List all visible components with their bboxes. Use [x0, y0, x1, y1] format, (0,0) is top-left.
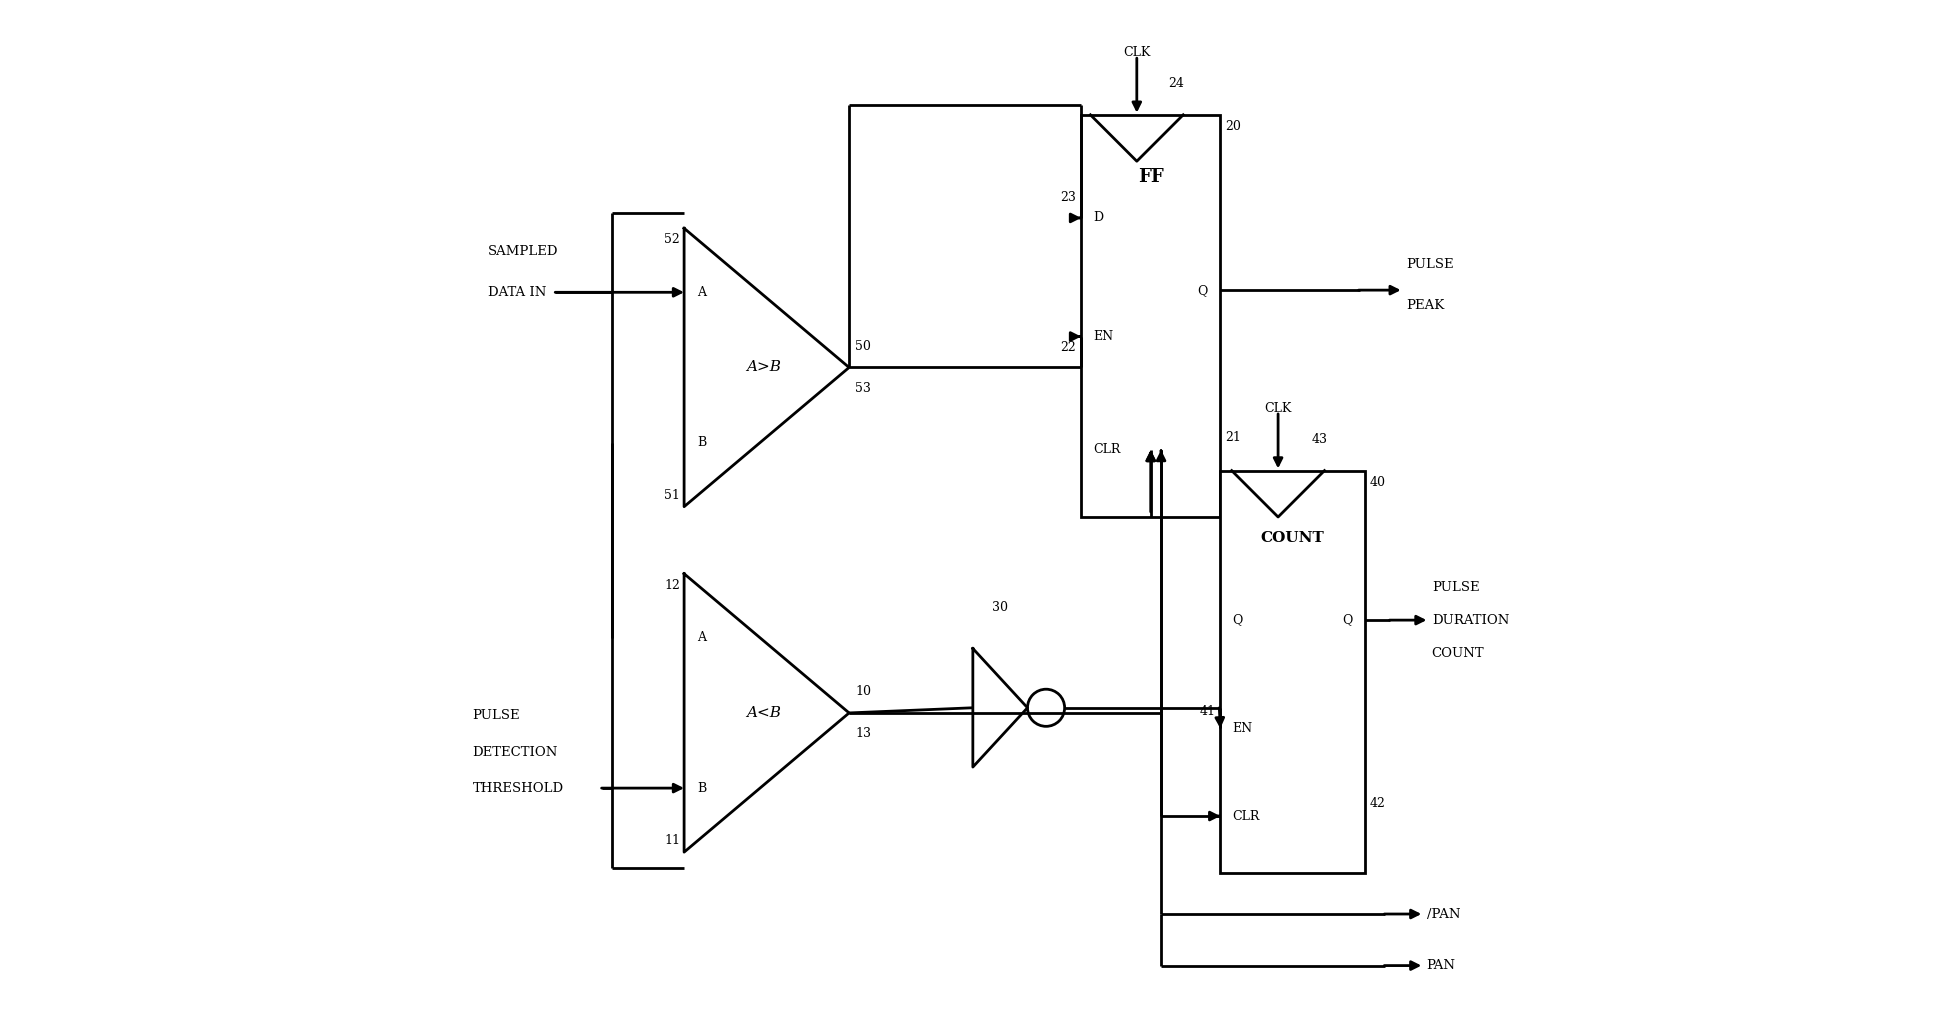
Text: PULSE: PULSE	[1406, 257, 1453, 271]
Text: FF: FF	[1138, 168, 1163, 186]
Text: 13: 13	[854, 727, 870, 740]
Text: 51: 51	[665, 488, 680, 501]
Text: 20: 20	[1226, 120, 1241, 133]
Text: 43: 43	[1312, 433, 1327, 446]
Text: CLK: CLK	[1122, 47, 1150, 59]
Text: THRESHOLD: THRESHOLD	[473, 782, 563, 794]
Text: PULSE: PULSE	[473, 709, 520, 723]
Text: CLR: CLR	[1093, 444, 1120, 456]
Text: SAMPLED: SAMPLED	[489, 245, 559, 257]
Text: 11: 11	[663, 834, 680, 847]
Text: 40: 40	[1368, 476, 1386, 489]
Text: A<B: A<B	[745, 706, 780, 720]
Text: 21: 21	[1226, 431, 1241, 444]
Text: EN: EN	[1232, 722, 1253, 735]
Text: DURATION: DURATION	[1431, 613, 1509, 627]
Text: A>B: A>B	[745, 361, 780, 374]
Text: A: A	[698, 631, 706, 644]
Text: DATA IN: DATA IN	[489, 285, 545, 299]
Text: CLR: CLR	[1232, 810, 1259, 823]
Text: 30: 30	[991, 601, 1007, 614]
Text: 53: 53	[854, 382, 870, 395]
Text: Q: Q	[1196, 283, 1208, 297]
Text: 10: 10	[854, 686, 870, 699]
Bar	[1220, 470, 1365, 873]
Text: 50: 50	[854, 340, 870, 353]
Text: CLK: CLK	[1263, 402, 1290, 416]
Text: /PAN: /PAN	[1425, 908, 1458, 920]
Text: Q: Q	[1232, 613, 1243, 627]
Text: 52: 52	[665, 234, 680, 246]
Text: PEAK: PEAK	[1406, 299, 1443, 312]
Text: B: B	[698, 782, 706, 794]
Text: A: A	[698, 285, 706, 299]
Text: 42: 42	[1368, 797, 1384, 810]
Text: 41: 41	[1198, 705, 1214, 718]
Text: Q: Q	[1341, 613, 1351, 627]
Text: PULSE: PULSE	[1431, 581, 1478, 594]
Bar	[1081, 115, 1220, 517]
Text: B: B	[698, 436, 706, 449]
Text: 23: 23	[1060, 190, 1075, 204]
Text: DETECTION: DETECTION	[473, 746, 557, 759]
Text: PAN: PAN	[1425, 960, 1455, 972]
Text: COUNT: COUNT	[1431, 646, 1484, 660]
Text: EN: EN	[1093, 330, 1112, 343]
Text: 12: 12	[665, 579, 680, 591]
Text: 22: 22	[1060, 340, 1075, 354]
Text: COUNT: COUNT	[1261, 530, 1324, 545]
Text: D: D	[1093, 211, 1103, 224]
Text: 24: 24	[1167, 78, 1183, 90]
